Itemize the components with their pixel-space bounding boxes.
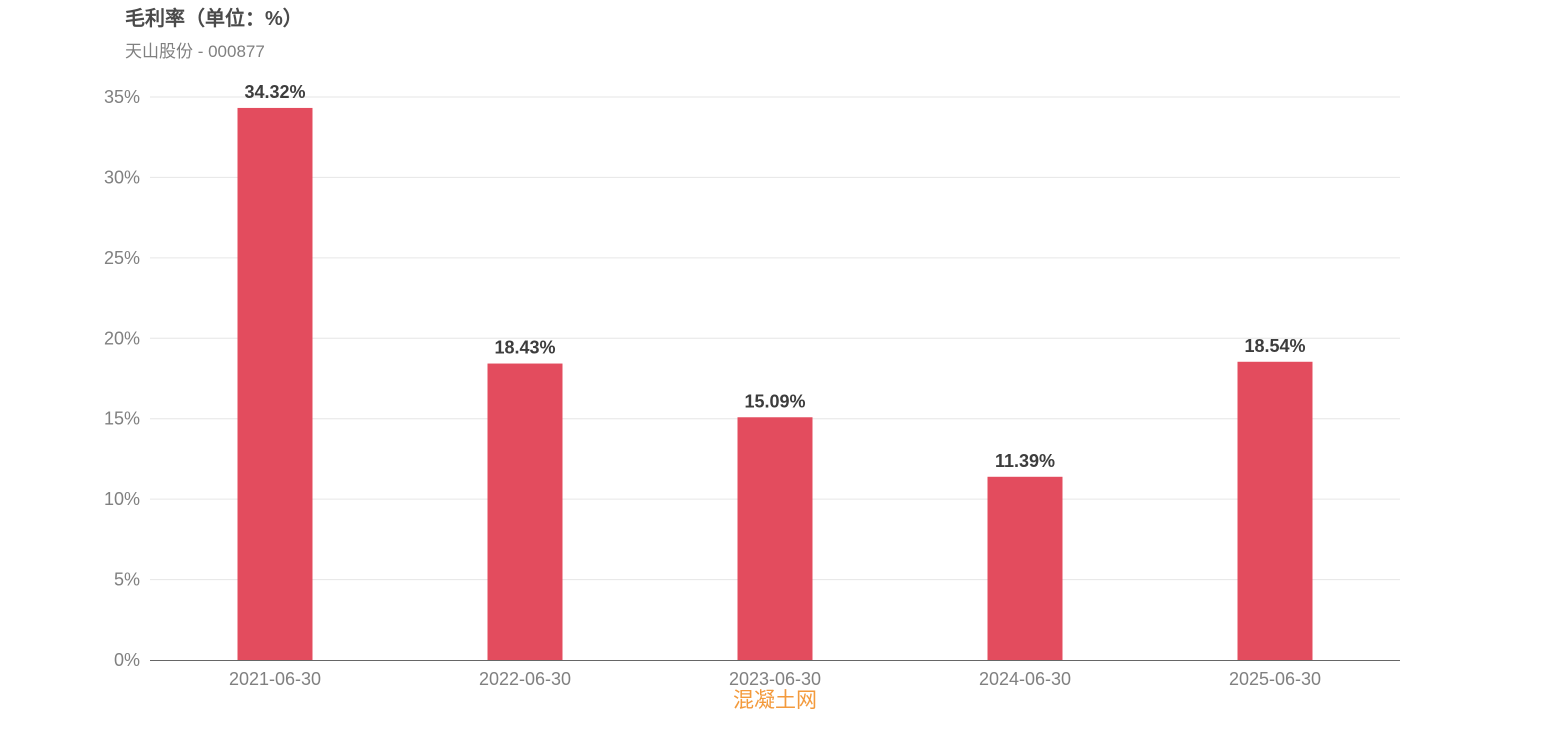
x-tick-label: 2024-06-30 — [979, 669, 1071, 689]
y-tick-label: 25% — [104, 248, 140, 268]
y-tick-label: 10% — [104, 489, 140, 509]
y-tick-label: 35% — [104, 87, 140, 107]
bar-value-label: 11.39% — [995, 451, 1055, 471]
x-tick-label: 2021-06-30 — [229, 669, 321, 689]
y-tick-label: 15% — [104, 409, 140, 429]
x-axis-ticks: 2021-06-30 2022-06-30 2023-06-30 2024-06-30… — [229, 669, 1321, 689]
bar-value-label: 18.43% — [494, 338, 555, 358]
bar — [237, 107, 313, 660]
y-tick-label: 20% — [104, 328, 140, 348]
bar-value-label: 34.32% — [244, 82, 305, 102]
bar — [737, 417, 813, 660]
bar-value-label: 18.54% — [1244, 336, 1305, 356]
y-tick-label: 0% — [114, 650, 140, 670]
x-tick-label: 2022-06-30 — [479, 669, 571, 689]
bar — [1237, 361, 1313, 660]
chart-subtitle: 天山股份 - 000877 — [125, 42, 265, 61]
y-axis-ticks: 0% 5% 10% 15% 20% 25% 30% 35% — [104, 87, 140, 670]
bar — [987, 476, 1063, 660]
y-tick-label: 30% — [104, 167, 140, 187]
x-tick-label: 2023-06-30 — [729, 669, 821, 689]
bar — [487, 363, 563, 660]
data-labels: 34.32% 18.43% 15.09% 11.39% 18.54% — [244, 82, 1305, 471]
y-tick-label: 5% — [114, 570, 140, 590]
grid-lines — [150, 96, 1400, 581]
x-tick-label: 2025-06-30 — [1229, 669, 1321, 689]
chart-title: 毛利率（单位：%） — [125, 8, 303, 30]
watermark: 混凝土网 — [733, 689, 817, 712]
bars — [237, 107, 1313, 660]
bar-value-label: 15.09% — [744, 391, 805, 411]
